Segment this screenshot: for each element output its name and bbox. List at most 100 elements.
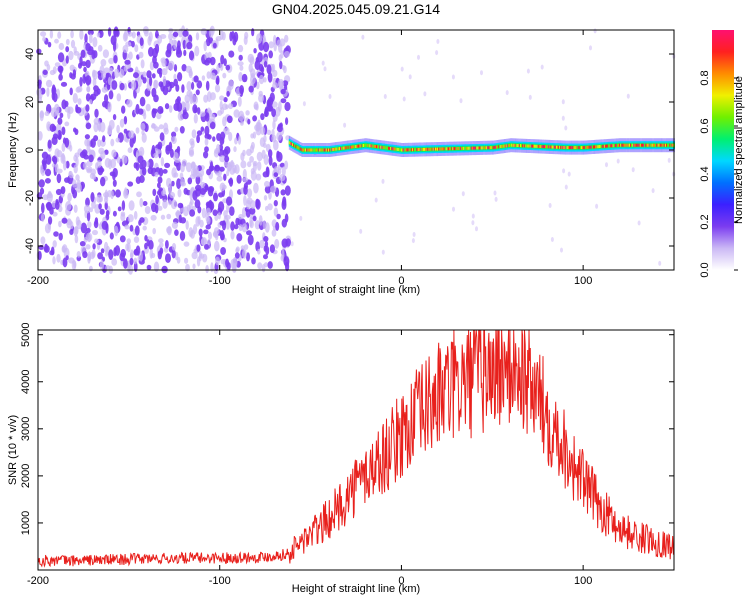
spectrogram-cell xyxy=(589,45,592,51)
svg-text:-100: -100 xyxy=(209,275,231,287)
spectrogram-cell xyxy=(235,246,240,252)
spectrogram-cell xyxy=(360,144,363,148)
spectrogram-cell xyxy=(266,166,270,178)
spectrogram-cell xyxy=(157,176,163,184)
spectrogram-cell xyxy=(447,147,450,151)
spectrogram-cell xyxy=(595,203,599,209)
spectrogram-cell xyxy=(245,110,250,116)
spectrogram-cell xyxy=(426,147,428,151)
spectrogram-cell xyxy=(70,30,74,39)
spectrogram-cell xyxy=(98,203,102,210)
spectrogram-cell xyxy=(436,147,438,151)
spectrogram-cell xyxy=(417,54,420,60)
spectrogram-cell xyxy=(355,145,357,148)
spectrogram-cell xyxy=(123,188,129,199)
spectrogram-cell xyxy=(576,146,578,150)
spectrogram-cell xyxy=(494,196,498,202)
spectrogram-cell xyxy=(211,113,216,121)
spectrogram-cell xyxy=(613,144,616,148)
spectrogram-cell xyxy=(627,143,630,147)
spectrogram-cell xyxy=(237,96,242,107)
spectrogram-cell xyxy=(631,167,635,173)
spectrogram-cell xyxy=(512,143,514,147)
spectrogram-cell xyxy=(475,146,477,150)
spectrogram-cell xyxy=(505,144,508,148)
spectrogram-cell xyxy=(110,158,117,169)
spectrogram-cell xyxy=(611,144,613,148)
spectrogram-cell xyxy=(260,126,266,135)
spectrogram-cell xyxy=(127,31,134,37)
spectrogram-cell xyxy=(200,238,207,246)
spectrogram-cell xyxy=(497,145,499,149)
spectrogram-cell xyxy=(314,148,317,152)
spectrogram-cell xyxy=(385,146,388,150)
spectrogram-cell xyxy=(345,146,347,150)
spectrogram-cell xyxy=(83,66,87,73)
spectrogram-cell xyxy=(348,145,351,149)
spectrogram-cell xyxy=(121,154,128,164)
spectrogram-cell xyxy=(156,112,162,120)
spectrogram-cell xyxy=(151,108,157,119)
spectrogram-cell xyxy=(189,138,195,146)
spectrogram-cell xyxy=(618,143,620,147)
spectrogram-cell xyxy=(88,154,94,163)
spectrogram-cell xyxy=(605,162,608,168)
spectrogram-cell xyxy=(149,61,155,71)
spectrogram-cell xyxy=(433,147,436,151)
spectrogram-cell xyxy=(236,233,243,242)
spectrogram-cell xyxy=(139,37,144,46)
spectrogram-cell xyxy=(342,146,344,150)
spectrogram-cell xyxy=(36,88,42,97)
spectrogram-cell xyxy=(119,235,126,243)
spectrogram-cell xyxy=(362,144,365,147)
spectrogram-cell xyxy=(52,240,57,248)
spectrogram-cell xyxy=(650,143,653,147)
spectrogram-cell xyxy=(200,188,206,195)
spectrogram-cell xyxy=(103,241,109,253)
spectrogram-cell xyxy=(199,111,206,117)
spectrogram-cell xyxy=(214,240,220,252)
spectrogram-cell xyxy=(404,148,406,152)
spectrogram-cell xyxy=(624,143,626,147)
spectrogram-cell xyxy=(126,99,133,108)
spectrogram-cell xyxy=(61,245,66,253)
svg-text:20: 20 xyxy=(24,96,36,108)
spectrogram-cell xyxy=(569,146,571,150)
spectrogram-cell xyxy=(585,146,587,149)
snr-series-line xyxy=(37,329,675,568)
spectrogram-cell xyxy=(152,227,156,235)
spectrogram-cell xyxy=(52,211,58,217)
spectrogram-cell xyxy=(115,137,120,143)
spectrogram-cell xyxy=(455,147,457,151)
spectrogram-cell xyxy=(177,111,184,121)
spectrogram-cell xyxy=(502,144,504,148)
spectrogram-cell xyxy=(341,146,343,150)
spectrogram-cell xyxy=(361,34,365,40)
spectrogram-cell xyxy=(599,145,601,148)
spectrogram-cell xyxy=(264,108,268,118)
spectrogram-cell xyxy=(207,134,212,140)
spectrogram-cell xyxy=(635,143,637,147)
spectrogram-cell xyxy=(171,221,178,229)
spectrogram-cell xyxy=(554,145,557,149)
spectrogram-cell xyxy=(338,147,341,151)
spectrogram-cell xyxy=(45,79,53,88)
spectrogram-cell xyxy=(594,145,596,149)
spectrogram-x-tick: 100 xyxy=(574,30,592,287)
spectrogram-cell xyxy=(284,101,291,112)
spectrogram-cell xyxy=(40,31,47,37)
spectrogram-cell xyxy=(152,55,157,65)
svg-text:5000: 5000 xyxy=(20,322,32,346)
spectrogram-cell xyxy=(151,202,157,213)
spectrogram-cell xyxy=(61,142,66,152)
spectrogram-cell xyxy=(49,30,54,39)
spectrogram-cell xyxy=(661,143,663,147)
spectrogram-cell xyxy=(244,31,249,40)
spectrogram-cell xyxy=(79,56,83,66)
spectrogram-cell xyxy=(41,151,49,160)
spectrogram-cell xyxy=(357,144,359,148)
spectrogram-cell xyxy=(274,238,280,249)
spectrogram-cell xyxy=(195,32,200,41)
spectrogram-cell xyxy=(561,115,565,121)
spectrogram-cell xyxy=(116,93,122,102)
